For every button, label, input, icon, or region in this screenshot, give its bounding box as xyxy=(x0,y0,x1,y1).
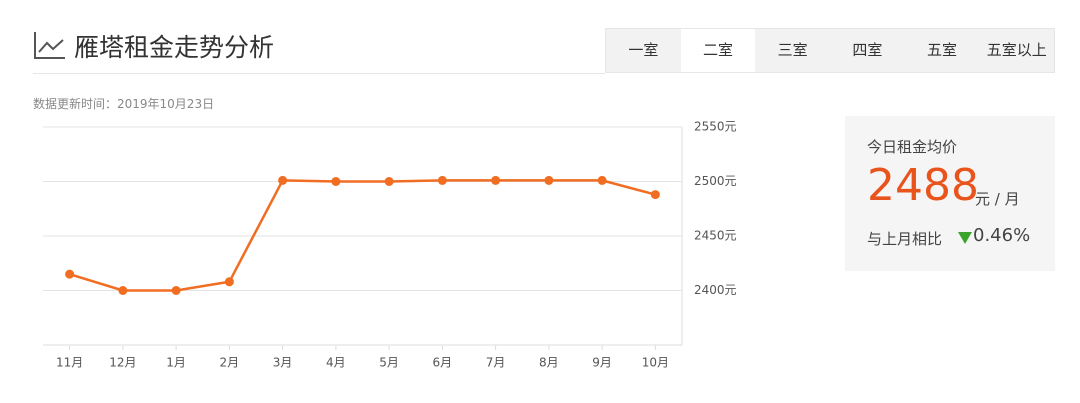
tab[interactable]: 四室 xyxy=(852,41,883,59)
point xyxy=(331,177,341,186)
tab[interactable]: 五室 xyxy=(927,41,958,59)
y-tick-label: 2550元 xyxy=(694,120,737,134)
compare-label: 与上月相比 xyxy=(867,230,943,248)
x-tick-label: 4月 xyxy=(326,356,346,370)
point xyxy=(118,286,128,295)
summary-unit: 元 / 月 xyxy=(975,190,1020,208)
y-tick-label: 2500元 xyxy=(694,174,737,188)
tab[interactable]: 三室 xyxy=(777,41,808,59)
point xyxy=(224,277,234,287)
x-tick-label: 5月 xyxy=(379,356,399,370)
x-tick-label: 11月 xyxy=(56,356,83,370)
title: 雁塔租金走势分析 xyxy=(74,33,275,62)
tab[interactable]: 一室 xyxy=(628,41,659,59)
y-tick-label: 2400元 xyxy=(694,283,737,297)
point xyxy=(437,175,447,185)
line xyxy=(69,179,656,292)
chart: 2400元 2450元 2500元 2550元 11月 12月 1月 2月 3月 4月 5月 6月 7月… xyxy=(43,120,737,370)
divider xyxy=(33,73,605,74)
point xyxy=(171,286,181,295)
tab[interactable]: 五室以上 xyxy=(986,41,1047,59)
y-tick-label: 2450元 xyxy=(694,229,737,243)
update-time: 数据更新时间：2019年10月23日 xyxy=(33,97,215,111)
x-tick-label: 2月 xyxy=(220,356,240,370)
summary-label: 今日租金均价 xyxy=(867,138,958,156)
x-tick-label: 3月 xyxy=(273,356,293,370)
point xyxy=(65,269,75,279)
x-tick-label: 9月 xyxy=(592,356,612,370)
x-tick-label: 10月 xyxy=(642,356,669,370)
point xyxy=(597,175,607,185)
x-tick-label: 12月 xyxy=(109,356,136,370)
down-arrow xyxy=(958,232,972,244)
point xyxy=(491,175,501,185)
tabs: 一室 二室 三室 四室 五室 五室以上 xyxy=(605,28,1055,73)
point xyxy=(384,177,394,186)
x-tick-label: 7月 xyxy=(486,356,506,370)
point xyxy=(650,190,660,200)
tab-active[interactable]: 二室 xyxy=(680,29,756,72)
change-pct: 0.46% xyxy=(973,225,1031,246)
point xyxy=(544,175,554,185)
summary-panel: 今日租金均价 2488 元 / 月 与上月相比 0.46% xyxy=(845,116,1055,271)
x-tick-label: 8月 xyxy=(539,356,559,370)
title-icon xyxy=(34,32,65,59)
x-tick-label: 1月 xyxy=(166,356,186,370)
summary-price: 2488 xyxy=(867,160,979,211)
point xyxy=(278,175,288,185)
x-tick-label: 6月 xyxy=(433,356,453,370)
